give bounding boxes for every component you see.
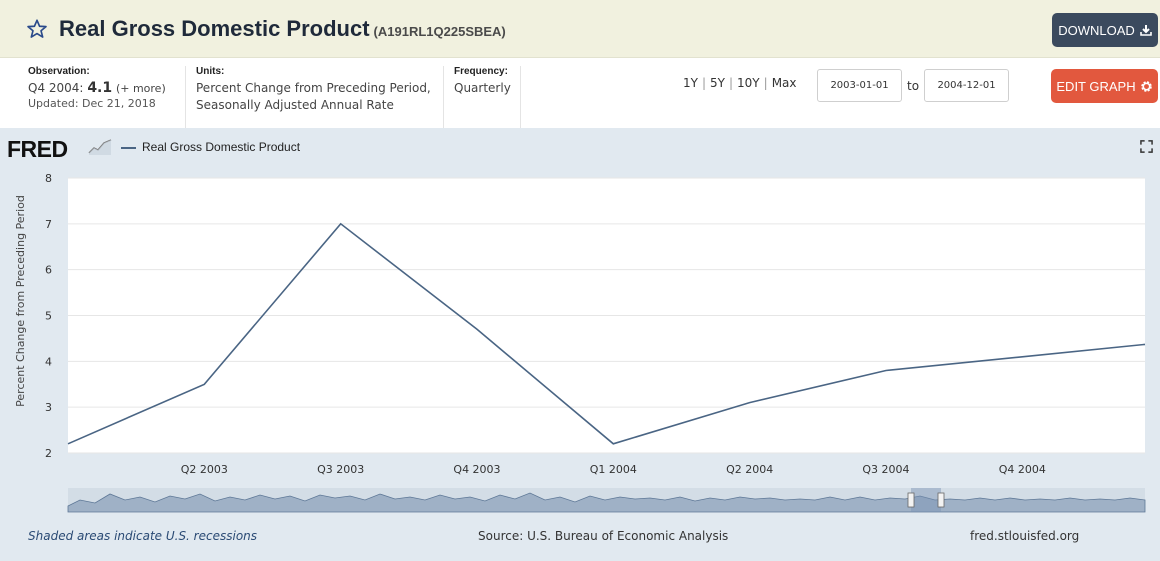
divider (520, 66, 521, 128)
observation-period: Q4 2004: (28, 81, 84, 95)
data-point[interactable] (611, 442, 615, 446)
grid (68, 177, 1145, 454)
frequency-block: Frequency: Quarterly (454, 66, 511, 128)
range-max[interactable]: Max (771, 76, 797, 90)
y-tick-label: 3 (45, 401, 52, 414)
star-icon[interactable] (26, 18, 48, 40)
end-date-input[interactable]: 2004-12-01 (924, 69, 1009, 102)
legend-swatch (121, 147, 136, 149)
edit-graph-label: EDIT GRAPH (1056, 78, 1136, 94)
observation-label: Observation: (28, 66, 90, 77)
source-text: Source: U.S. Bureau of Economic Analysis (478, 529, 729, 543)
download-button[interactable]: DOWNLOAD (1052, 13, 1158, 47)
range-navigator[interactable] (67, 488, 1146, 513)
x-tick-label: Q3 2003 (317, 463, 364, 476)
navigator-handle-left[interactable] (907, 492, 915, 508)
y-tick-label: 2 (45, 447, 52, 460)
recession-note: Shaded areas indicate U.S. recessions (28, 529, 258, 543)
observation-value: 4.1 (87, 80, 113, 96)
updated-date: Updated: Dec 21, 2018 (28, 97, 156, 110)
legend-label: Real Gross Domestic Product (142, 140, 301, 154)
x-tick-label: Q2 2003 (181, 463, 228, 476)
fred-logo-text: FRED (7, 136, 68, 162)
units-line-2: Seasonally Adjusted Annual Rate (196, 98, 394, 112)
x-tick-label: Q4 2003 (453, 463, 500, 476)
y-tick-label: 5 (45, 310, 52, 323)
navigator-handle-right[interactable] (937, 492, 945, 508)
site-link[interactable]: fred.stlouisfed.org (970, 529, 1080, 543)
data-point[interactable] (475, 327, 479, 331)
range-5y[interactable]: 5Y (710, 76, 725, 90)
y-axis-label: Percent Change from Preceding Period (14, 195, 27, 407)
range-separator: | (728, 76, 734, 90)
x-tick-label: Q2 2004 (726, 463, 773, 476)
fullscreen-icon[interactable] (1140, 140, 1153, 153)
divider (443, 66, 444, 128)
download-icon (1139, 25, 1152, 36)
navigator-series (67, 492, 1146, 513)
download-label: DOWNLOAD (1058, 22, 1135, 38)
series-line (67, 222, 1146, 445)
start-date-input[interactable]: 2003-01-01 (817, 69, 902, 102)
frequency-label: Frequency: (454, 66, 508, 77)
x-tick-label: Q3 2004 (862, 463, 909, 476)
data-point[interactable] (748, 401, 752, 405)
data-point[interactable] (884, 369, 888, 373)
logo-chart-icon (88, 139, 112, 155)
page-title: Real Gross Domestic Product (A191RL1Q225S… (59, 16, 506, 42)
series-info-bar: Observation: Q4 2004: 4.1 (+ more) Updat… (0, 58, 1160, 128)
observation-more-link[interactable]: (+ more) (115, 82, 166, 95)
gear-icon (1140, 80, 1152, 92)
data-point[interactable] (66, 442, 70, 446)
units-label: Units: (196, 66, 225, 77)
range-separator: | (763, 76, 768, 90)
y-axis-ticks: 2 3 4 5 6 7 8 (45, 172, 52, 460)
frequency-value: Quarterly (454, 81, 511, 95)
observation-block: Observation: Q4 2004: 4.1 (+ more) Updat… (28, 66, 166, 128)
x-tick-label: Q1 2004 (590, 463, 637, 476)
to-label: to (907, 79, 920, 93)
data-point[interactable] (202, 382, 206, 386)
range-selector: 1Y | 5Y | 10Y | Max (683, 76, 797, 90)
navigator-window[interactable] (911, 488, 941, 512)
series-title: Real Gross Domestic Product (59, 16, 370, 41)
y-tick-label: 4 (45, 355, 52, 368)
observation-line: Q4 2004: 4.1 (+ more) (28, 80, 166, 97)
title-bar: Real Gross Domestic Product (A191RL1Q225S… (0, 0, 1160, 58)
fred-logo: FRED (7, 136, 68, 163)
series-id: (A191RL1Q225SBEA) (373, 24, 506, 39)
range-separator: | (701, 76, 707, 90)
data-point[interactable] (339, 222, 343, 226)
range-1y[interactable]: 1Y (683, 76, 698, 90)
y-tick-label: 6 (45, 264, 52, 277)
x-tick-label: Q4 2004 (999, 463, 1046, 476)
units-line-1: Percent Change from Preceding Period, (196, 81, 431, 95)
range-10y[interactable]: 10Y (737, 76, 760, 90)
y-tick-label: 7 (45, 218, 52, 231)
x-axis-ticks: Q2 2003 Q3 2003 Q4 2003 Q1 2004 Q2 2004 Q3 20… (181, 463, 1046, 476)
graph-panel: FRED Real Gross Domestic Product 2 3 4 5 6 7 8… (0, 128, 1160, 561)
data-point[interactable] (1020, 355, 1024, 359)
y-tick-label: 8 (45, 172, 52, 185)
divider (185, 66, 186, 128)
units-block: Units: Percent Change from Preceding Per… (196, 66, 431, 128)
edit-graph-button[interactable]: EDIT GRAPH (1051, 69, 1158, 103)
